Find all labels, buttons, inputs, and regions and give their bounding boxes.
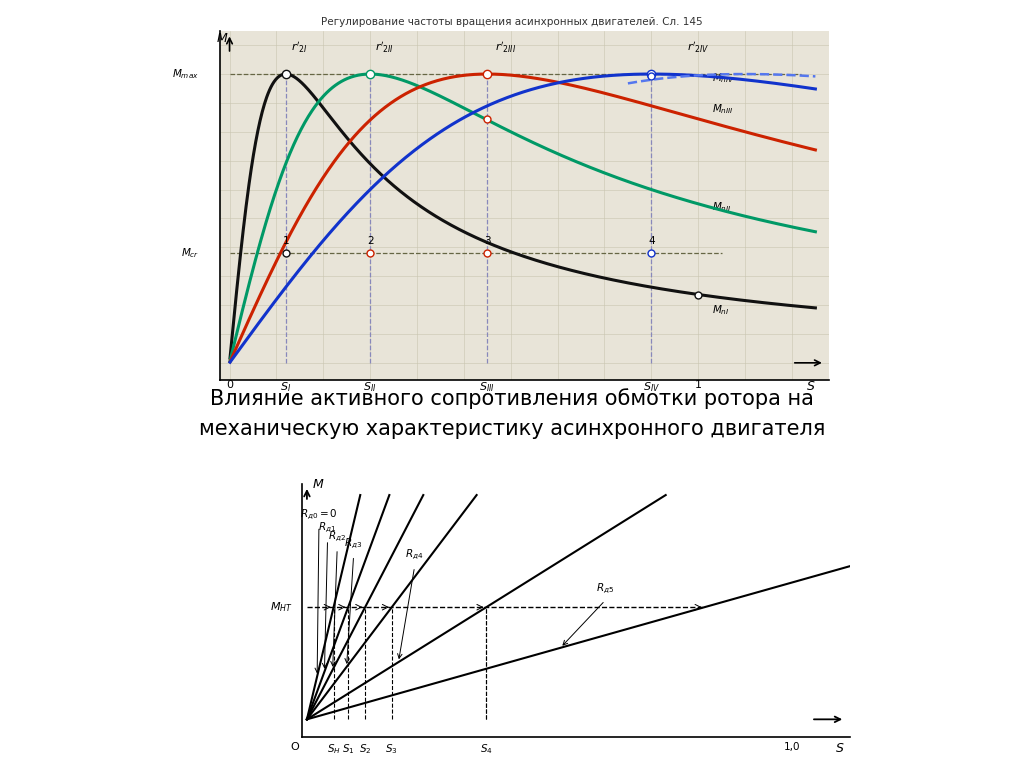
Text: $R_{д0}=0$: $R_{д0}=0$ [300,508,338,522]
Text: O: O [291,742,299,752]
Text: $M$: $M$ [311,478,325,491]
Text: 1: 1 [694,380,701,390]
Text: $S_1$: $S_1$ [342,742,354,756]
Text: 1,0: 1,0 [783,742,800,752]
Text: $M_{max}$: $M_{max}$ [172,67,199,81]
Text: $S_I$: $S_I$ [281,380,292,394]
Text: $R_{д3}$: $R_{д3}$ [344,537,362,551]
Text: 0: 0 [226,380,233,390]
Text: S: S [837,742,844,755]
Text: $S_{III}$: $S_{III}$ [479,380,496,394]
Text: $r'_{2III}$: $r'_{2III}$ [496,40,517,55]
Text: $R_{д5}$: $R_{д5}$ [596,581,614,596]
Text: $M_{nI}$: $M_{nI}$ [713,303,730,317]
Text: 2: 2 [367,237,374,247]
Text: Влияние активного сопротивления обмотки ротора на: Влияние активного сопротивления обмотки … [210,388,814,409]
Text: $R_{д4}$: $R_{д4}$ [406,548,424,562]
Text: 4: 4 [648,237,654,247]
Text: $r'_{2IV}$: $r'_{2IV}$ [687,40,710,55]
Text: $R_{д2}$: $R_{д2}$ [328,530,346,545]
Text: S: S [807,380,815,393]
Text: $r'_{2I}$: $r'_{2I}$ [292,40,308,55]
Text: $M_{nII}$: $M_{nII}$ [713,200,732,214]
Text: M: M [217,32,228,45]
Text: 3: 3 [484,237,490,247]
Text: $S_3$: $S_3$ [385,742,398,756]
Text: 1: 1 [283,237,289,247]
Text: Регулирование частоты вращения асинхронных двигателей. Сл. 145: Регулирование частоты вращения асинхронн… [322,17,702,27]
Text: $S_H$: $S_H$ [327,742,341,756]
Text: $M_{nIII}$: $M_{nIII}$ [713,102,734,116]
Text: $R_{д1}$: $R_{д1}$ [318,521,337,535]
Text: $M_{HT}$: $M_{HT}$ [269,601,293,614]
Text: $S_{IV}$: $S_{IV}$ [643,380,659,394]
Text: $M_{nIV}$: $M_{nIV}$ [713,71,735,85]
Text: $S_4$: $S_4$ [480,742,493,756]
Text: механическую характеристику асинхронного двигателя: механическую характеристику асинхронного… [199,419,825,439]
Text: $r'_{2II}$: $r'_{2II}$ [375,40,394,55]
Text: $S_2$: $S_2$ [358,742,372,756]
Text: $S_{II}$: $S_{II}$ [364,380,377,394]
Text: $M_{cr}$: $M_{cr}$ [181,247,199,260]
